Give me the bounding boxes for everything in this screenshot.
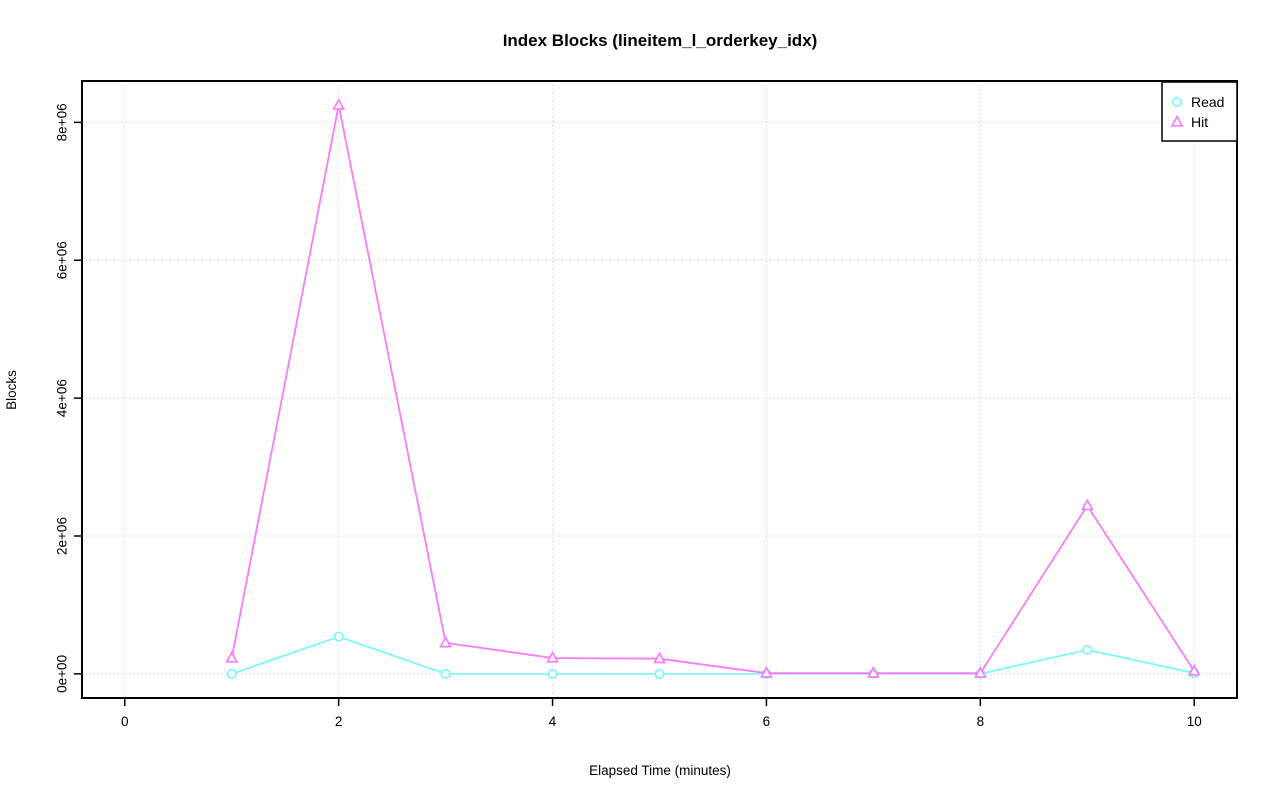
x-tick-label: 10 <box>1187 714 1202 729</box>
x-tick-label: 4 <box>549 714 557 729</box>
legend-label-hit: Hit <box>1191 114 1208 130</box>
grid-layer <box>82 81 1237 698</box>
data-point-triangle <box>439 635 453 648</box>
legend-label-read: Read <box>1191 94 1224 110</box>
data-point-triangle <box>1170 114 1184 127</box>
series-layer <box>225 97 1201 679</box>
plot-box <box>81 80 1238 699</box>
data-point-circle <box>226 668 237 679</box>
data-point-circle <box>1171 96 1183 108</box>
x-tick-label: 0 <box>121 714 129 729</box>
y-tick-label: 2e+06 <box>55 517 70 555</box>
data-point-circle <box>440 668 451 679</box>
data-point-circle <box>547 668 558 679</box>
data-point-triangle <box>546 650 559 663</box>
data-point-triangle <box>332 97 346 110</box>
data-point-triangle <box>1080 498 1094 511</box>
series-read-line <box>231 635 1195 675</box>
series-hit-line <box>230 104 1195 675</box>
legend-box <box>1161 81 1238 142</box>
data-point-circle <box>654 668 665 679</box>
data-point-triangle <box>1187 663 1201 676</box>
y-tick-label: 8e+06 <box>55 103 70 141</box>
y-axis-label: Blocks <box>4 370 19 410</box>
data-point-circle <box>333 631 344 642</box>
data-point-triangle <box>866 666 880 678</box>
x-tick-label: 6 <box>763 714 771 729</box>
x-tick-label: 8 <box>977 714 985 729</box>
y-tick-label: 4e+06 <box>55 379 70 417</box>
data-point-triangle <box>653 651 666 664</box>
data-point-triangle <box>973 666 987 678</box>
axis-layer: 0 2 4 6 8 10 0e+00 2e+06 4e+06 6e+06 8e+06 <box>55 80 1238 729</box>
y-tick-label: 6e+06 <box>55 241 70 279</box>
x-axis-label: Elapsed Time (minutes) <box>589 763 731 778</box>
y-tick-label: 0e+00 <box>55 655 70 693</box>
data-point-circle <box>1082 644 1093 655</box>
x-tick-label: 2 <box>335 714 343 729</box>
legend-layer: Read Hit <box>1161 81 1238 142</box>
chart-title: Index Blocks (lineitem_l_orderkey_idx) <box>503 31 818 50</box>
data-point-triangle <box>225 650 239 663</box>
data-point-triangle <box>760 666 773 678</box>
